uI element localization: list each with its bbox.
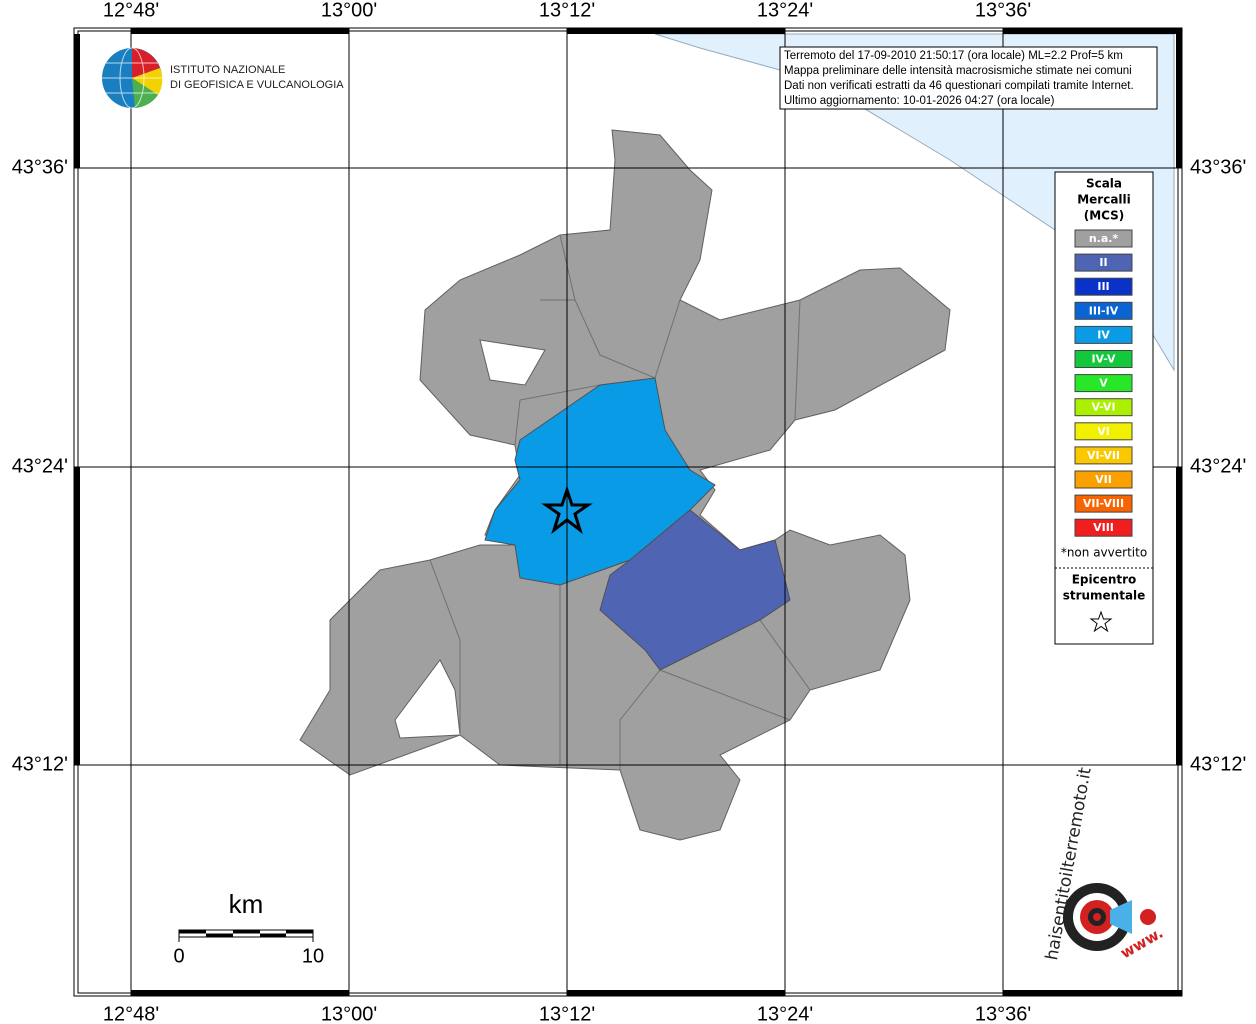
legend-swatch: [1074, 374, 1133, 393]
legend-swatch: [1074, 301, 1133, 320]
legend-label: V: [1099, 377, 1108, 390]
region-hole: [479, 339, 546, 386]
legend-label: VI-VII: [1087, 449, 1120, 462]
lat-label: 43°36': [1190, 156, 1246, 178]
borders: [429, 234, 811, 770]
region-hole: [394, 659, 461, 739]
legend-label: IV: [1097, 328, 1110, 341]
legend-swatch: [1074, 398, 1133, 417]
ingv-text: ISTITUTO NAZIONALE: [170, 64, 285, 76]
lon-label: 13°24': [757, 0, 813, 21]
legend-swatch: [1074, 422, 1133, 441]
lon-label: 13°12': [539, 0, 595, 21]
legend-label: II: [1099, 256, 1107, 269]
lat-label: 43°36': [12, 156, 68, 178]
lat-label: 43°24': [12, 455, 68, 477]
legend-swatch: [1074, 350, 1133, 368]
info-line: Dati non verificati estratti da 46 quest…: [784, 80, 1134, 92]
legend-epicenter: Epicentro: [1072, 573, 1137, 587]
site-logo: haisentitoilterremoto.it www.: [1042, 766, 1166, 963]
graticule: [74, 28, 1182, 996]
lon-label: 13°00': [321, 0, 377, 21]
legend-label: III: [1097, 280, 1109, 293]
legend-label: VI: [1097, 425, 1110, 438]
legend-label: IV-V: [1091, 353, 1116, 366]
legend-swatch: [1074, 518, 1133, 537]
lon-label: 13°12': [539, 1003, 595, 1024]
legend-label: n.a.*: [1089, 232, 1119, 245]
lat-label: 43°12': [1190, 753, 1246, 775]
info-line: Mappa preliminare delle intensità macros…: [784, 65, 1132, 77]
info-line: Ultimo aggiornamento: 10-01-2026 04:27 (…: [784, 95, 1055, 107]
scale-bar: [178, 929, 314, 942]
scale-end: 10: [302, 945, 324, 967]
legend-star: [1089, 610, 1113, 633]
legend-title: Scala: [1086, 177, 1122, 191]
frame: [73, 27, 1183, 997]
legend-note: *non avvertito: [1061, 546, 1147, 560]
lat-label: 43°24': [1190, 455, 1246, 477]
ingv-text: DI GEOFISICA E VULCANOLOGIA: [170, 79, 344, 91]
info-box: [779, 46, 1158, 110]
legend-swatch: [1074, 494, 1133, 513]
legend-swatch: [1074, 325, 1133, 344]
legend-label: V-VI: [1091, 401, 1115, 414]
legend-epicenter: strumentale: [1063, 589, 1146, 603]
lon-label: 13°36': [975, 0, 1031, 21]
legend-swatch: [1074, 446, 1133, 465]
ingv-logo: ISTITUTO NAZIONALE DI GEOFISICA E VULCAN…: [102, 47, 344, 109]
legend-label: III-IV: [1089, 304, 1119, 317]
legend-swatch: [1074, 229, 1133, 248]
scale-start: 0: [173, 945, 184, 967]
legend-swatch: [1074, 470, 1133, 489]
legend-swatch: [1074, 253, 1133, 272]
scale-unit: km: [229, 889, 264, 919]
lon-label: 12°48': [103, 1003, 159, 1024]
legend-swatch: [1074, 277, 1133, 296]
lon-label: 13°00': [321, 1003, 377, 1024]
legend-label: VII-VIII: [1083, 497, 1124, 510]
lat-label: 43°12': [12, 753, 68, 775]
legend-title: (MCS): [1084, 209, 1125, 223]
region-ii: [599, 509, 791, 671]
legend-title: Mercalli: [1077, 193, 1131, 207]
info-line: Terremoto del 17-09-2010 21:50:17 (ora l…: [784, 50, 1123, 62]
lon-label: 13°24': [757, 1003, 813, 1024]
lon-label: 13°36': [975, 1003, 1031, 1024]
legend-label: VII: [1095, 473, 1112, 486]
legend-label: VIII: [1093, 521, 1114, 534]
lon-label: 12°48': [103, 0, 159, 21]
region-iv: [484, 377, 716, 586]
